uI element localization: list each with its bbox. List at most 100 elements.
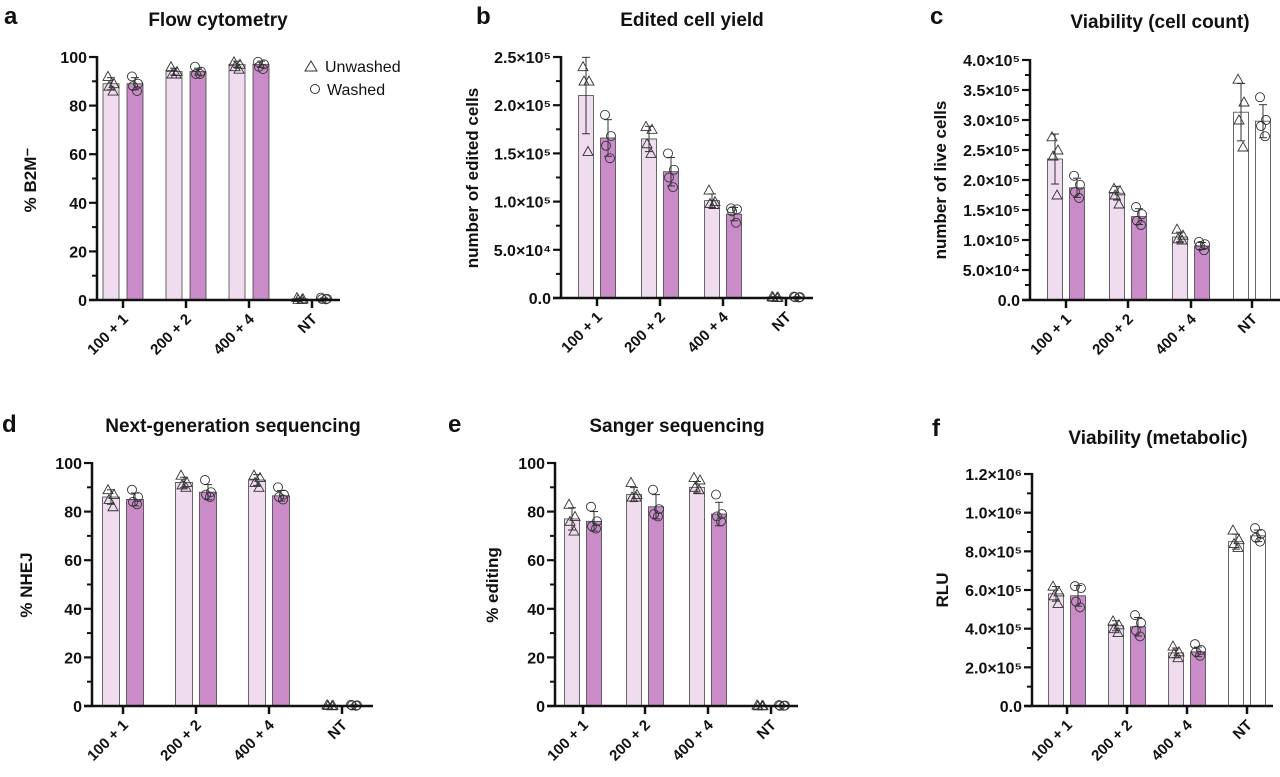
y-tick-label: 80 bbox=[527, 505, 545, 522]
data-point-triangle bbox=[1052, 597, 1064, 608]
data-point-circle bbox=[1256, 121, 1266, 131]
data-point-triangle bbox=[233, 63, 245, 74]
axes bbox=[89, 55, 340, 308]
data-point-circle bbox=[1260, 131, 1270, 142]
axes bbox=[84, 461, 373, 714]
panel-e: e Sanger sequencing % editing 0 20 40 60 80 100 1… bbox=[448, 411, 798, 765]
data-point-circle bbox=[127, 71, 137, 82]
x-tick-label: 200 + 2 bbox=[147, 311, 195, 359]
data-point-circle bbox=[1191, 646, 1201, 657]
bar-washed-1 bbox=[1130, 626, 1146, 707]
data-point-triangle bbox=[1053, 586, 1065, 597]
y-tick-label: 1.0×10⁵ bbox=[963, 233, 1020, 250]
data-point-triangle bbox=[564, 515, 576, 526]
data-point-circle bbox=[279, 489, 289, 500]
bar-unwashed-1 bbox=[626, 494, 642, 707]
data-point-triangle bbox=[578, 75, 590, 86]
x-tick-label: NT bbox=[1235, 311, 1261, 337]
data-point-triangle bbox=[321, 698, 333, 710]
data-point-triangle bbox=[568, 525, 580, 536]
bar-unwashed-2 bbox=[228, 63, 246, 301]
y-tick-label: 1.0×10⁵ bbox=[494, 195, 551, 212]
bar-unwashed-2 bbox=[248, 479, 266, 707]
data-point-circle bbox=[669, 164, 679, 175]
bar-unwashed-0 bbox=[1048, 593, 1064, 707]
data-point-triangle bbox=[253, 481, 265, 492]
bar-unwashed-0 bbox=[564, 518, 580, 707]
y-tick-label: 20 bbox=[64, 650, 82, 667]
y-tick-label: 2.0×10⁵ bbox=[494, 98, 551, 115]
data-point-circle bbox=[1070, 581, 1080, 592]
x-tick-label: 200 + 2 bbox=[606, 717, 654, 765]
data-point-triangle bbox=[1108, 622, 1120, 634]
x-tick-label: 100 + 1 bbox=[1027, 311, 1075, 359]
x-tick-label: 200 + 2 bbox=[157, 717, 205, 765]
legend: Unwashed Washed bbox=[304, 59, 401, 99]
data-point-circle bbox=[1135, 631, 1145, 642]
data-point-circle bbox=[1196, 644, 1206, 655]
bar-unwashed-1 bbox=[165, 71, 183, 301]
legend-triangle-icon bbox=[304, 60, 318, 72]
data-point-circle bbox=[605, 153, 615, 164]
data-point-circle bbox=[1256, 528, 1266, 539]
x-tick-label: 100 + 1 bbox=[84, 311, 132, 359]
legend-label-unwashed: Unwashed bbox=[325, 59, 401, 76]
data-point-circle bbox=[663, 148, 673, 159]
data-point-triangle bbox=[1238, 96, 1250, 107]
bar-unwashed-2 bbox=[1172, 236, 1188, 301]
data-point-circle bbox=[1195, 650, 1205, 661]
bar-unwashed-0 bbox=[102, 496, 120, 707]
y-tick-label: 0 bbox=[73, 699, 82, 716]
data-point-triangle bbox=[1237, 141, 1249, 152]
x-tick-label: 100 + 1 bbox=[544, 717, 592, 765]
data-point-triangle bbox=[1047, 150, 1059, 161]
data-point-triangle bbox=[1232, 73, 1244, 84]
data-point-triangle bbox=[107, 500, 119, 512]
bar-washed-1 bbox=[199, 491, 217, 707]
data-point-circle bbox=[1255, 536, 1265, 547]
legend-circle-icon bbox=[310, 84, 320, 94]
y-tick-label: 40 bbox=[69, 196, 87, 213]
data-point-circle bbox=[132, 499, 142, 510]
data-point-triangle bbox=[228, 55, 240, 67]
data-point-circle bbox=[205, 492, 215, 502]
data-point-circle bbox=[258, 64, 268, 75]
data-point-triangle bbox=[1233, 114, 1245, 125]
bar-unwashed-1 bbox=[175, 482, 193, 707]
data-point-circle bbox=[727, 206, 737, 217]
y-tick-label: 60 bbox=[64, 553, 82, 570]
data-point-triangle bbox=[1172, 651, 1184, 663]
data-point-triangle bbox=[1228, 537, 1240, 549]
x-tick-label: NT bbox=[325, 717, 351, 743]
data-point-triangle bbox=[646, 123, 658, 134]
data-point-triangle bbox=[107, 85, 119, 96]
data-point-circle bbox=[711, 489, 721, 500]
x-tick-label: NT bbox=[754, 717, 780, 743]
y-tick-label: 2.5×10⁵ bbox=[963, 143, 1020, 160]
panel-c: c Viability (cell count) number of live ce… bbox=[930, 3, 1280, 359]
data-point-triangle bbox=[254, 471, 266, 483]
data-point-circle bbox=[732, 204, 742, 215]
data-point-triangle bbox=[180, 481, 192, 492]
data-point-triangle bbox=[766, 290, 778, 302]
data-point-circle bbox=[1131, 202, 1141, 212]
data-point-triangle bbox=[1046, 130, 1058, 142]
bar-washed-0 bbox=[126, 499, 144, 707]
x-tick-label: NT bbox=[1230, 717, 1256, 743]
axes bbox=[1024, 472, 1273, 714]
data-point-circle bbox=[1199, 245, 1209, 256]
data-point-circle bbox=[253, 56, 263, 67]
bar-washed-0 bbox=[126, 83, 144, 301]
y-tick-label: 0 bbox=[536, 699, 545, 716]
data-point-circle bbox=[1136, 617, 1146, 628]
x-tick-label: NT bbox=[769, 309, 795, 335]
data-point-circle bbox=[191, 69, 201, 79]
data-point-circle bbox=[1137, 209, 1147, 220]
y-tick-label: 80 bbox=[69, 99, 87, 116]
panel-letter: a bbox=[4, 3, 18, 30]
chart-title: Viability (cell count) bbox=[1070, 12, 1249, 33]
y-tick-label: 100 bbox=[60, 50, 87, 67]
data-point-triangle bbox=[102, 70, 114, 81]
y-axis-label: number of edited cells bbox=[463, 88, 482, 268]
